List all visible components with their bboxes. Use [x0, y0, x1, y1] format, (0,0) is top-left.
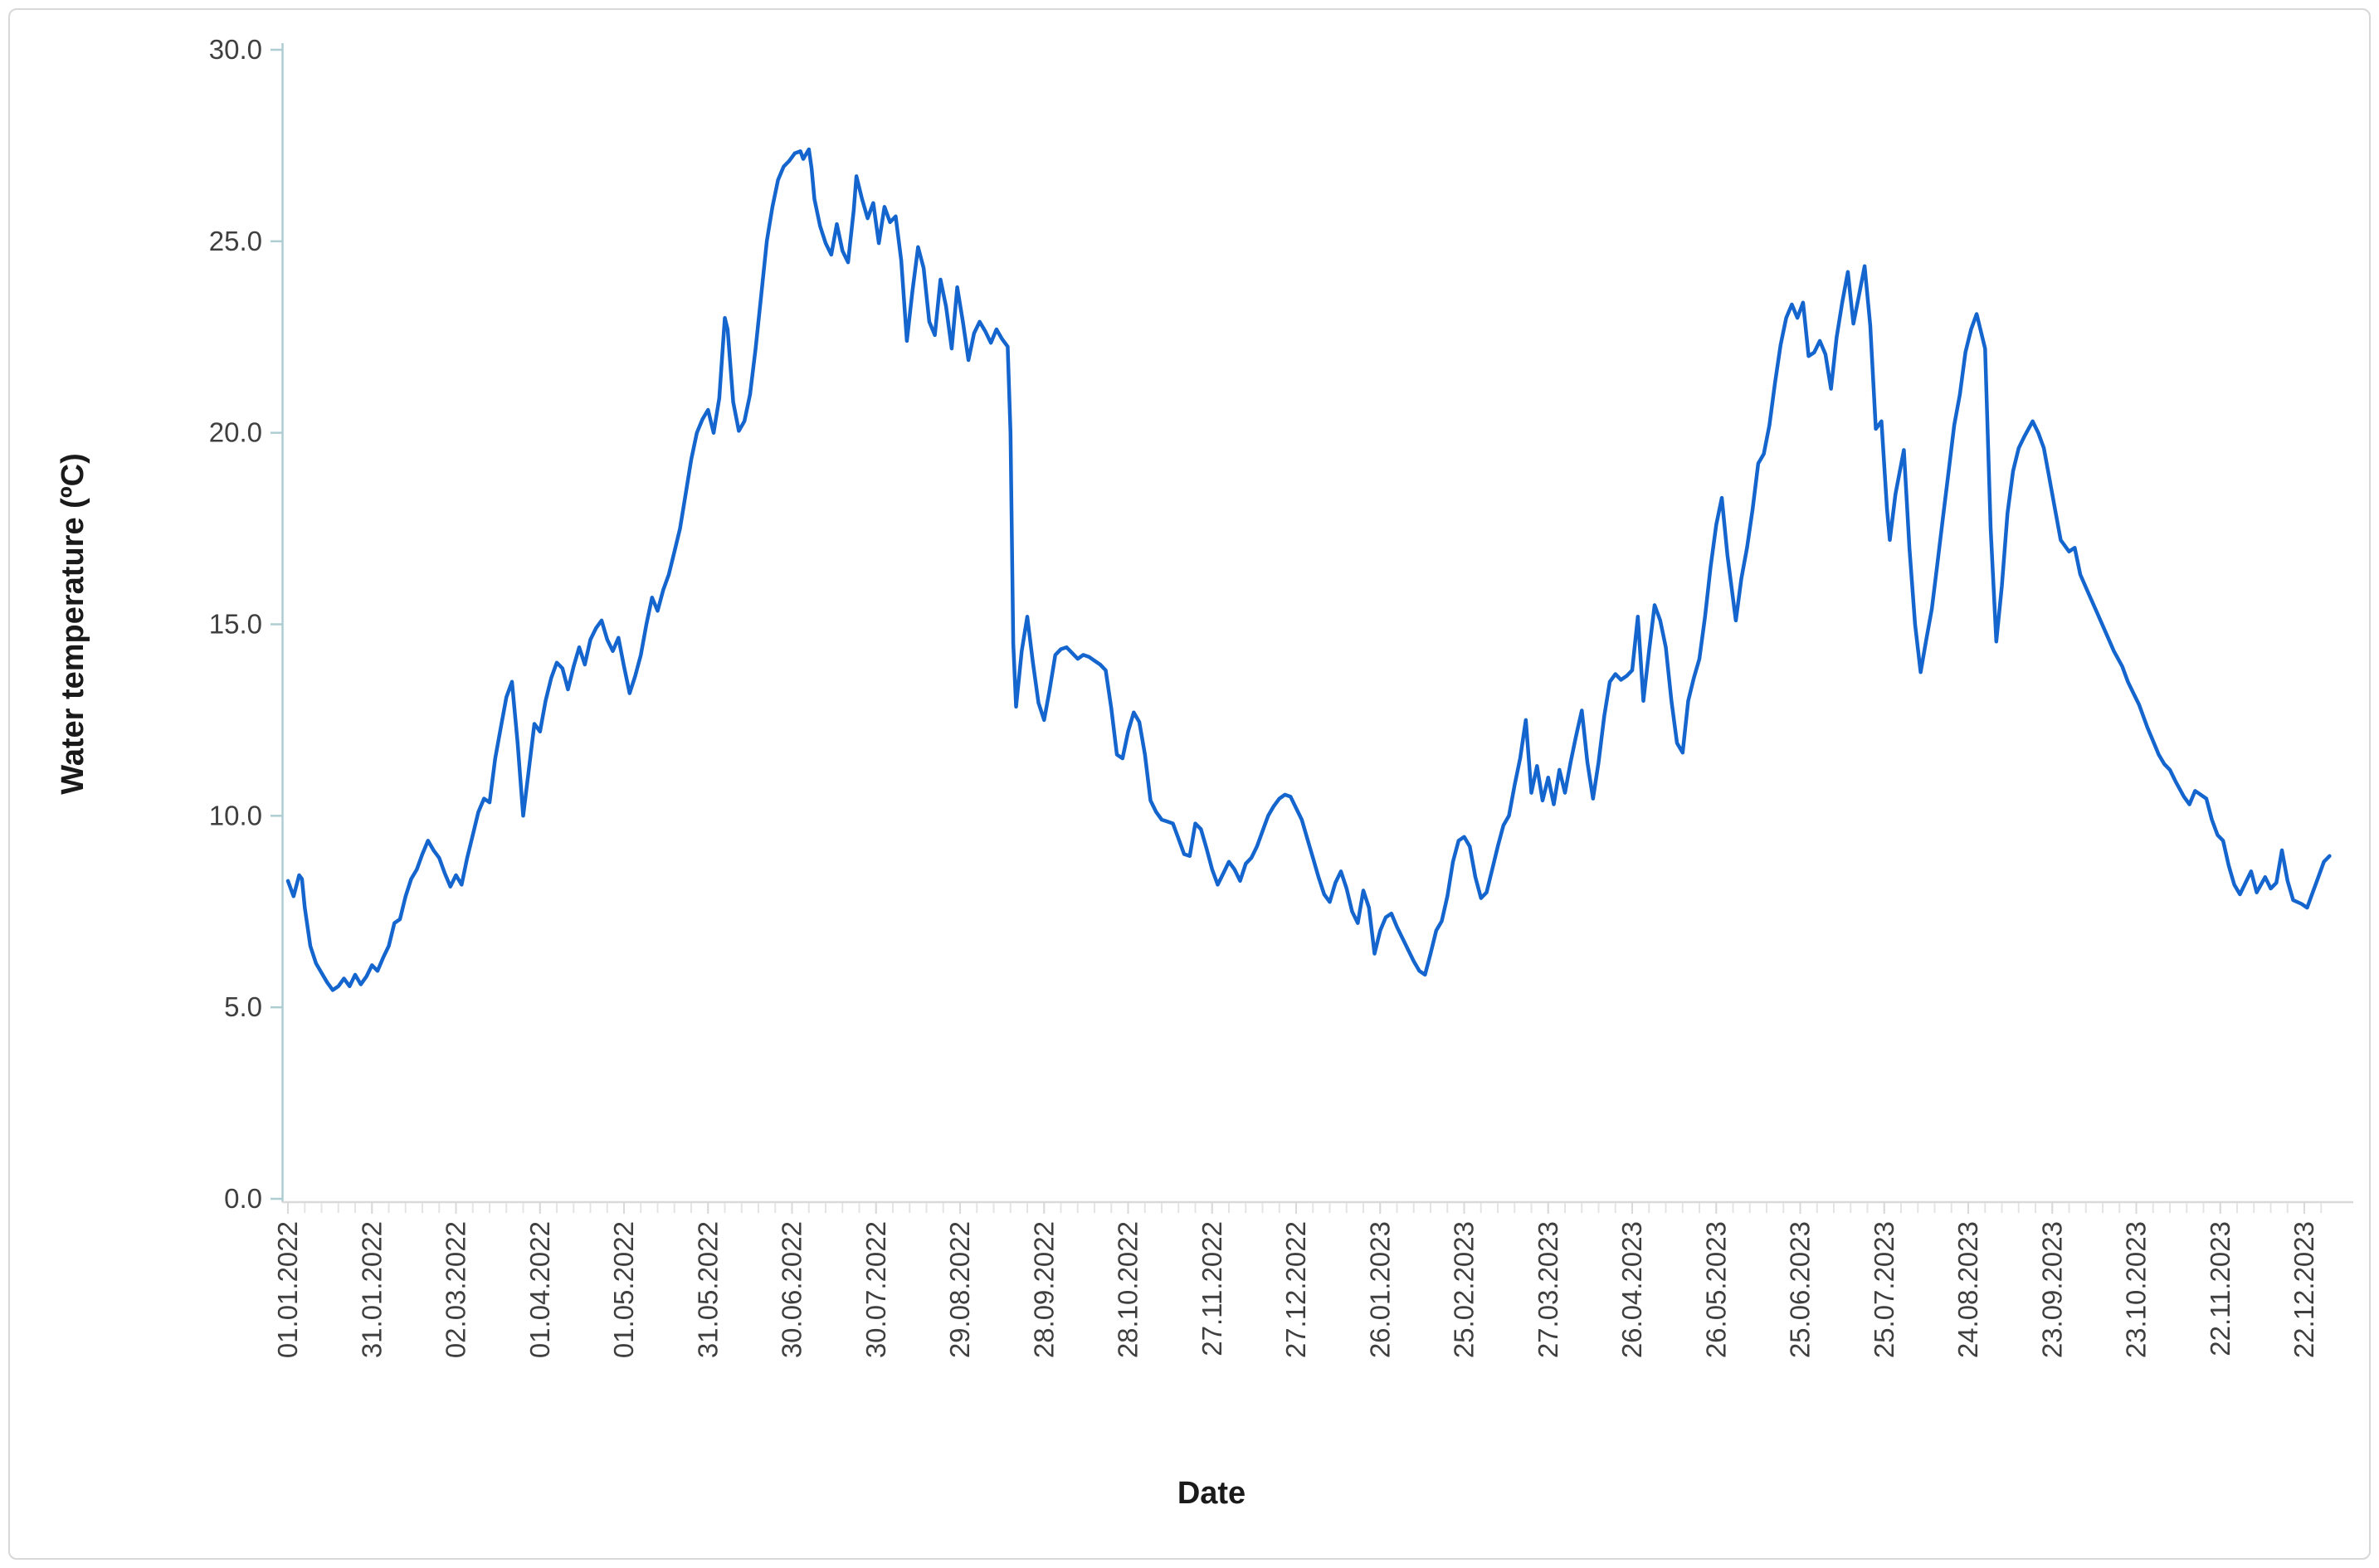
x-tick-label: 24.08.2023 — [1952, 1221, 1983, 1358]
y-tick-label: 25.0 — [209, 226, 262, 256]
x-tick-label: 25.02.2023 — [1449, 1221, 1480, 1358]
x-tick-label: 22.12.2023 — [2289, 1221, 2319, 1358]
x-tick-label: 27.03.2023 — [1533, 1221, 1563, 1358]
y-tick-label: 15.0 — [209, 609, 262, 640]
x-tick-label: 25.06.2023 — [1785, 1221, 1816, 1358]
x-tick-label: 22.11.2023 — [2205, 1221, 2235, 1356]
x-axis-title: Date — [1177, 1476, 1246, 1511]
x-tick-label: 26.04.2023 — [1616, 1221, 1647, 1358]
x-tick-label: 28.10.2022 — [1113, 1221, 1143, 1358]
x-tick-label: 02.03.2022 — [441, 1221, 471, 1358]
y-axis-title: Water temperature (ºC) — [56, 453, 90, 795]
x-tick-label: 01.05.2022 — [608, 1221, 639, 1358]
x-tick-label: 31.01.2022 — [356, 1221, 387, 1358]
temperature-line — [285, 147, 2332, 992]
x-tick-label: 27.12.2022 — [1280, 1221, 1311, 1358]
x-tick-label: 26.05.2023 — [1700, 1221, 1731, 1358]
x-tick-label: 23.09.2023 — [2036, 1221, 2067, 1358]
x-tick-label: 31.05.2022 — [692, 1221, 723, 1358]
y-tick-label: 20.0 — [209, 417, 262, 448]
x-tick-label: 30.06.2022 — [777, 1221, 807, 1358]
series-line — [285, 147, 2332, 992]
x-tick-label: 30.07.2022 — [860, 1221, 891, 1358]
y-tick-label: 5.0 — [224, 991, 262, 1022]
y-tick-label: 10.0 — [209, 800, 262, 830]
x-tick-label: 27.11.2022 — [1197, 1221, 1227, 1356]
y-tick-label: 0.0 — [224, 1183, 262, 1214]
x-axis: 01.01.2022 31.01.2022 02.03.2022 01.04.2022… — [272, 1200, 2353, 1358]
y-tick-label: 30.0 — [209, 34, 262, 65]
x-tick-label: 01.04.2022 — [524, 1221, 555, 1358]
y-axis: 30.0 25.0 20.0 15.0 10.0 5.0 0.0 — [209, 34, 284, 1214]
x-tick-label: 26.01.2023 — [1364, 1221, 1395, 1358]
x-tick-label: 29.08.2022 — [944, 1221, 975, 1358]
x-tick-label: 23.10.2023 — [2121, 1221, 2152, 1358]
x-tick-label: 01.01.2022 — [272, 1221, 303, 1358]
x-tick-label: 25.07.2023 — [1869, 1221, 1899, 1358]
x-tick-label: 28.09.2022 — [1028, 1221, 1059, 1358]
